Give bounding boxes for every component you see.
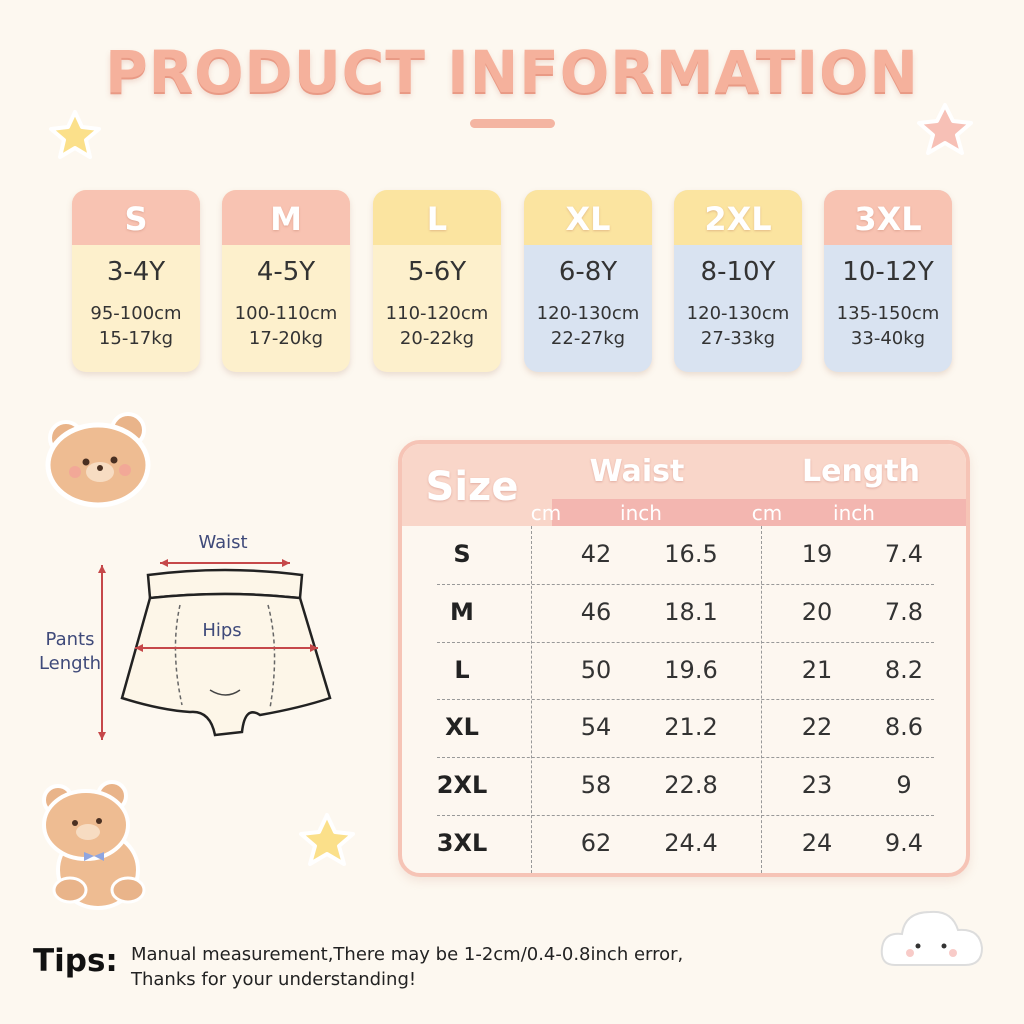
value-cell: 24 <box>801 828 833 857</box>
value-cell: 62 <box>580 828 612 857</box>
tips-text: Manual measurement,There may be 1-2cm/0.… <box>131 942 683 992</box>
value-cell: 46 <box>580 597 612 626</box>
size-card: M 4-5Y 100-110cm 17-20kg <box>222 190 350 372</box>
row-divider <box>437 757 934 759</box>
card-weight: 17-20kg <box>248 328 324 349</box>
card-weight: 27-33kg <box>700 328 776 349</box>
card-height: 120-130cm <box>686 303 790 324</box>
col-divider <box>531 526 532 873</box>
card-height: 95-100cm <box>90 303 182 324</box>
length-label: Pants Length <box>38 629 102 674</box>
hips-label: Hips <box>202 620 242 641</box>
unit-header: inch <box>833 501 875 525</box>
value-cell: 18.1 <box>664 597 718 626</box>
card-age: 6-8Y <box>558 257 618 287</box>
value-cell: 19 <box>801 539 833 568</box>
value-cell: 20 <box>801 597 833 626</box>
row-divider <box>437 641 934 643</box>
group-header: Waist <box>589 454 685 489</box>
card-age: 5-6Y <box>407 257 467 287</box>
value-cell: 22 <box>801 713 833 742</box>
tips-label: Tips: <box>33 943 118 979</box>
tips-line: Thanks for your understanding! <box>131 969 417 990</box>
value-cell: 16.5 <box>664 539 718 568</box>
unit-bar <box>552 499 966 526</box>
card-size: S <box>72 190 200 245</box>
shorts-diagram <box>98 559 332 740</box>
card-height: 120-130cm <box>536 303 640 324</box>
size-table: Size Waist cm inch Length cm inch S 42 16.5 19 7.4… <box>398 440 970 877</box>
card-age: 8-10Y <box>700 257 776 287</box>
waist-label: Waist <box>198 532 248 553</box>
value-cell: 7.4 <box>884 539 924 568</box>
group-header: Length <box>802 454 920 489</box>
size-cell: 2XL <box>436 771 488 800</box>
size-cell: 3XL <box>436 828 488 857</box>
row-divider <box>437 699 934 701</box>
value-cell: 8.2 <box>884 655 924 684</box>
title: PRODUCT INFORMATION <box>105 38 919 106</box>
size-card: 3XL 10-12Y 135-150cm 33-40kg <box>824 190 952 372</box>
size-header: Size <box>425 464 519 510</box>
value-cell: 9.4 <box>884 828 924 857</box>
star <box>917 103 973 155</box>
card-size: XL <box>524 190 652 245</box>
value-cell: 9 <box>896 771 912 800</box>
card-height: 100-110cm <box>234 303 338 324</box>
card-size: 2XL <box>674 190 802 245</box>
value-cell: 23 <box>801 771 833 800</box>
star <box>299 813 355 866</box>
star <box>49 110 101 159</box>
value-cell: 42 <box>580 539 612 568</box>
value-cell: 22.8 <box>664 771 718 800</box>
title-underline <box>470 119 555 128</box>
size-cell: S <box>453 539 471 568</box>
unit-header: cm <box>530 501 562 525</box>
size-card: L 5-6Y 110-120cm 20-22kg <box>373 190 501 372</box>
size-cell: M <box>450 597 474 626</box>
size-cell: L <box>454 655 470 684</box>
bear-sitting <box>42 780 146 910</box>
value-cell: 8.6 <box>884 713 924 742</box>
size-card: S 3-4Y 95-100cm 15-17kg <box>72 190 200 372</box>
tips-line: Manual measurement,There may be 1-2cm/0.… <box>131 944 684 965</box>
value-cell: 19.6 <box>664 655 718 684</box>
value-cell: 7.8 <box>884 597 924 626</box>
size-cell: XL <box>445 713 479 742</box>
value-cell: 24.4 <box>664 828 718 857</box>
card-height: 135-150cm <box>836 303 940 324</box>
bear-head <box>45 412 151 508</box>
col-divider <box>761 526 762 873</box>
card-age: 4-5Y <box>256 257 316 287</box>
card-weight: 22-27kg <box>550 328 626 349</box>
unit-header: inch <box>620 501 662 525</box>
card-size: M <box>222 190 350 245</box>
value-cell: 54 <box>580 713 612 742</box>
value-cell: 58 <box>580 771 612 800</box>
card-size: L <box>373 190 501 245</box>
card-weight: 15-17kg <box>98 328 174 349</box>
card-age: 10-12Y <box>842 257 934 287</box>
card-weight: 20-22kg <box>399 328 475 349</box>
value-cell: 21 <box>801 655 833 684</box>
card-size: 3XL <box>824 190 952 245</box>
value-cell: 21.2 <box>664 713 718 742</box>
cloud <box>880 910 984 966</box>
unit-header: cm <box>751 501 783 525</box>
card-weight: 33-40kg <box>850 328 926 349</box>
size-card: 2XL 8-10Y 120-130cm 27-33kg <box>674 190 802 372</box>
row-divider <box>437 815 934 816</box>
size-card: XL 6-8Y 120-130cm 22-27kg <box>524 190 652 372</box>
value-cell: 50 <box>580 655 612 684</box>
card-height: 110-120cm <box>385 303 489 324</box>
card-age: 3-4Y <box>106 257 166 287</box>
row-divider <box>437 583 934 585</box>
